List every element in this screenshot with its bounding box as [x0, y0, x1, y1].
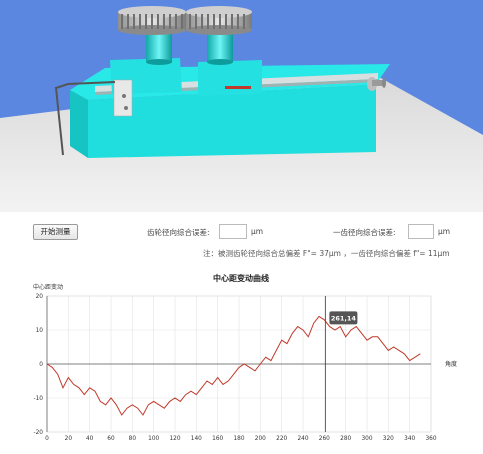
gear-tester-model [0, 6, 483, 212]
x-tick-label: 260 [319, 436, 330, 442]
x-axis-label: 角度 [445, 360, 457, 368]
x-tick-label: 120 [169, 436, 180, 442]
one-tooth-error-field[interactable] [408, 224, 434, 239]
radial-error-unit: μm [251, 227, 264, 236]
x-tick-label: 200 [255, 436, 266, 442]
x-tick-label: 300 [361, 436, 372, 442]
center-distance-chart: 中心距变动曲线 中心距变动 0 20 40 60 80 100 120 140 160 180 20… [0, 270, 483, 454]
x-tick-label: 240 [297, 436, 308, 442]
gear-right [186, 6, 252, 35]
x-tick-label: 320 [383, 436, 394, 442]
control-panel [0, 212, 483, 272]
radial-error-field[interactable] [219, 224, 247, 239]
tick-labels: 0 20 40 60 80 100 120 140 160 180 200 220 240 260 280 3… [34, 294, 437, 442]
start-measure-button[interactable]: 开始测量 [33, 224, 78, 240]
x-tick-label: 0 [45, 436, 49, 442]
machine-body [88, 84, 376, 158]
series-line [46, 315, 421, 416]
x-tick-label: 340 [404, 436, 415, 442]
x-tick-label: 140 [191, 436, 202, 442]
y-tick-label: -20 [34, 430, 44, 436]
y-axis-label: 中心距变动 [33, 283, 63, 291]
one-tooth-error-unit: μm [438, 227, 451, 236]
x-tick-label: 160 [212, 436, 223, 442]
x-tick-label: 60 [107, 436, 115, 442]
x-tick-label: 180 [233, 436, 244, 442]
x-tick-label: 280 [340, 436, 351, 442]
y-tick-label: -10 [34, 396, 44, 402]
x-tick-label: 40 [86, 436, 94, 442]
y-tick-label: 20 [36, 294, 44, 300]
chart-svg: 中心距变动曲线 中心距变动 0 20 40 60 80 100 120 140 160 180 20… [33, 273, 457, 442]
x-tick-label: 20 [65, 436, 73, 442]
x-tick-label: 100 [148, 436, 159, 442]
grid [46, 295, 432, 433]
x-tick-label: 220 [276, 436, 287, 442]
cursor-layer: 261,14 [324, 296, 358, 432]
y-tick-label: 10 [36, 328, 44, 334]
tooltip-text: 261,14 [331, 314, 357, 322]
series-line-layer [46, 315, 421, 416]
radial-error-label: 齿轮径向综合误差: [147, 228, 210, 237]
chart-title: 中心距变动曲线 [213, 273, 269, 283]
gear-left [118, 6, 186, 35]
data-tooltip [329, 311, 358, 325]
3d-viewport[interactable] [0, 0, 483, 212]
x-tick-label: 360 [425, 436, 436, 442]
y-tick-label: 0 [39, 362, 43, 368]
x-tick-label: 80 [129, 436, 137, 442]
measurement-note: 注：被测齿轮径向综合总偏差 F"= 37μm ，一齿径向综合偏差 f"= 11μ… [203, 249, 450, 258]
one-tooth-error-label: 一齿径向综合误差: [333, 228, 396, 237]
